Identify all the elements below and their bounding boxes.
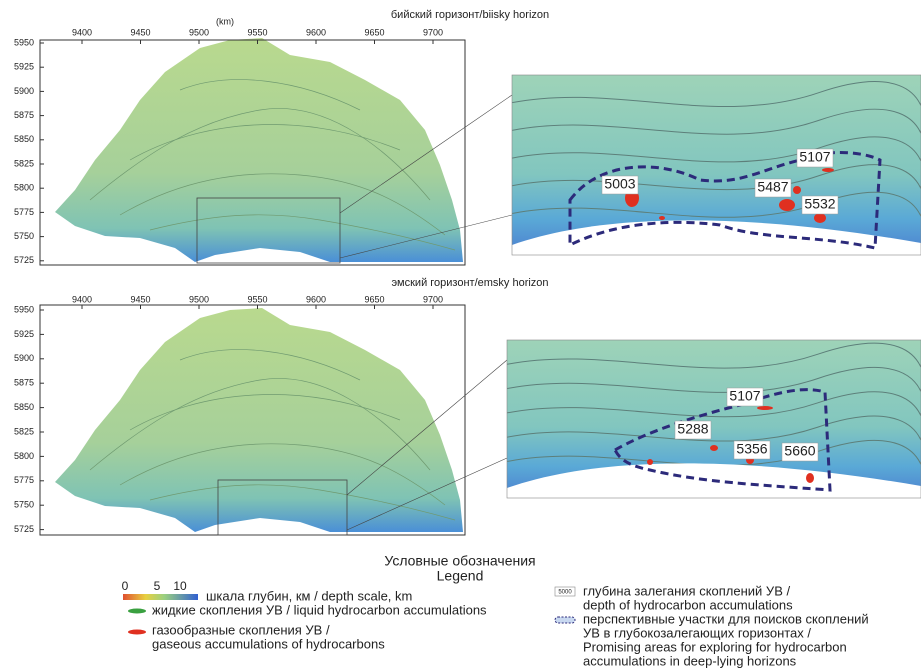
y-tick-label: 5925 xyxy=(14,329,34,339)
map-area xyxy=(55,308,463,532)
y-tick-label: 5800 xyxy=(14,451,34,461)
depth-label: 5288 xyxy=(677,421,708,437)
gas-accumulation xyxy=(710,445,718,451)
x-tick-label: 9500 xyxy=(189,27,209,37)
legend-text: Promising areas for exploring for hydroc… xyxy=(583,639,847,654)
panel-title: бийский горизонт/biisky horizon xyxy=(391,9,549,21)
scale-tick-label: 5 xyxy=(154,579,161,593)
x-tick-label: 9450 xyxy=(130,294,150,304)
legend-subtitle: Legend xyxy=(437,568,484,584)
x-tick-label: 9700 xyxy=(423,27,443,37)
depth-label: 5107 xyxy=(799,149,830,165)
y-tick-label: 5900 xyxy=(14,353,34,363)
y-tick-label: 5725 xyxy=(14,255,34,265)
gas-accumulation xyxy=(659,216,665,220)
y-tick-label: 5825 xyxy=(14,426,34,436)
gas-accumulation xyxy=(779,199,795,211)
depth-icon: 5000 xyxy=(558,590,572,596)
x-tick-label: 9550 xyxy=(247,294,267,304)
y-tick-label: 5825 xyxy=(14,158,34,168)
legend-text: accumulations in deep-lying horizons xyxy=(583,653,797,668)
gas-accumulation xyxy=(822,168,834,172)
x-tick-label: 9650 xyxy=(364,27,384,37)
y-tick-label: 5875 xyxy=(14,378,34,388)
depth-label: 5003 xyxy=(604,176,635,192)
legend-text: глубина залегания скоплений УВ / xyxy=(583,583,790,598)
gas-accumulation xyxy=(757,406,773,410)
scale-bar xyxy=(123,594,198,600)
zoom-panel xyxy=(507,340,921,498)
x-tick-label: 9400 xyxy=(72,27,92,37)
y-tick-label: 5850 xyxy=(14,402,34,412)
depth-label: 5660 xyxy=(784,443,815,459)
legend-text: жидкие скопления УВ / liquid hydrocarbon… xyxy=(152,602,487,617)
depth-label: 5107 xyxy=(729,388,760,404)
x-tick-label: 9700 xyxy=(423,294,443,304)
gas-accumulation xyxy=(814,213,826,223)
x-tick-label: 9550 xyxy=(247,27,267,37)
panel-title: эмский горизонт/emsky horizon xyxy=(391,277,548,289)
x-tick-label: 9600 xyxy=(306,294,326,304)
y-tick-label: 5925 xyxy=(14,62,34,72)
x-tick-label: 9400 xyxy=(72,294,92,304)
panel: бийский горизонт/biisky horizon (km) 9400 9… xyxy=(14,9,921,265)
gas-icon xyxy=(128,630,146,635)
depth-label: 5356 xyxy=(736,441,767,457)
gas-accumulation xyxy=(647,459,653,465)
legend-text: depth of hydrocarbon accumulations xyxy=(583,597,793,612)
y-tick-label: 5775 xyxy=(14,475,34,485)
y-tick-label: 5950 xyxy=(14,304,34,314)
x-tick-label: 9650 xyxy=(364,294,384,304)
legend-text: gaseous accumulations of hydrocarbons xyxy=(152,636,385,651)
depth-label: 5532 xyxy=(804,196,835,212)
gas-accumulation xyxy=(793,186,801,194)
x-tick-label: 9450 xyxy=(130,27,150,37)
y-tick-label: 5800 xyxy=(14,183,34,193)
legend-text: перспективные участки для поисков скопле… xyxy=(583,611,869,626)
scale-tick-label: 0 xyxy=(122,579,129,593)
y-tick-label: 5775 xyxy=(14,207,34,217)
legend-title: Условные обозначения xyxy=(384,553,535,569)
legend-text: газообразные скопления УВ / xyxy=(152,622,330,637)
y-tick-label: 5900 xyxy=(14,86,34,96)
promising-icon xyxy=(555,617,575,623)
gas-accumulation xyxy=(806,473,814,483)
zoom-panel xyxy=(512,75,921,255)
map-area xyxy=(55,38,463,262)
y-tick-label: 5750 xyxy=(14,231,34,241)
y-tick-label: 5950 xyxy=(14,37,34,47)
legend-text: УВ в глубокозалегающих горизонтах / xyxy=(583,625,811,640)
y-tick-label: 5750 xyxy=(14,500,34,510)
x-tick-label: 9500 xyxy=(189,294,209,304)
liquid-icon xyxy=(128,609,146,614)
panel: эмский горизонт/emsky horizon 9400 9450 950… xyxy=(14,277,921,535)
legend-text: шкала глубин, км / depth scale, km xyxy=(206,588,412,603)
y-tick-label: 5850 xyxy=(14,134,34,144)
figure: бийский горизонт/biisky horizon (km) 9400 9… xyxy=(0,0,921,669)
y-tick-label: 5875 xyxy=(14,110,34,120)
depth-label: 5487 xyxy=(757,179,788,195)
x-tick-label: 9600 xyxy=(306,27,326,37)
y-tick-label: 5725 xyxy=(14,524,34,534)
x-unit: (km) xyxy=(216,16,234,26)
scale-tick-label: 10 xyxy=(173,579,187,593)
